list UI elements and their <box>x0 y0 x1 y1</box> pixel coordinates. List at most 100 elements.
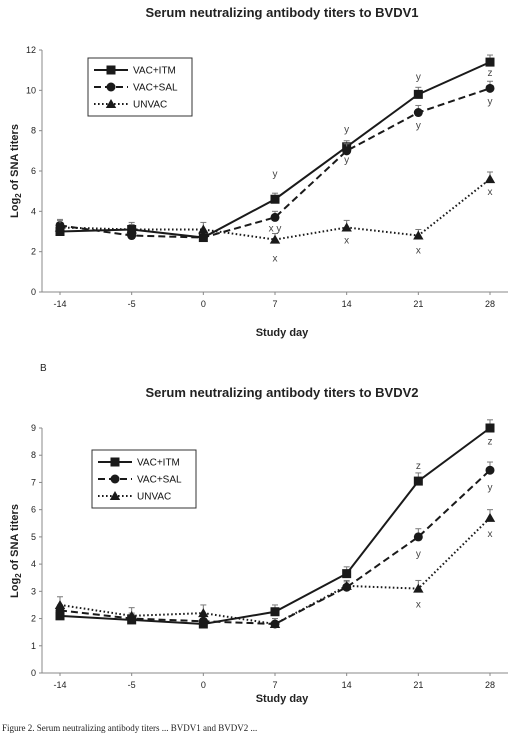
significance-letter: x <box>273 254 278 265</box>
data-point <box>413 583 424 593</box>
data-point <box>484 512 496 522</box>
data-point <box>198 224 209 234</box>
x-tick-label: 28 <box>485 680 495 690</box>
significance-letter: y <box>416 549 421 560</box>
data-point <box>341 580 352 590</box>
x-tick-label: 7 <box>272 680 277 690</box>
plot-area: 0 2 4 6 8 10 12 -14 -5 0 7 14 21 28 y x y x y y x y y x z y x VAC+… <box>26 45 508 309</box>
data-point <box>413 476 423 486</box>
y-tick-label: 6 <box>31 166 36 176</box>
data-point <box>342 569 352 579</box>
y-tick-label: 10 <box>26 85 36 95</box>
data-point <box>54 599 66 609</box>
chart-panel-bvdv1: Serum neutralizing antibody titers to BV… <box>9 5 508 339</box>
data-point <box>485 83 495 93</box>
data-point <box>485 57 495 67</box>
y-tick-label: 4 <box>31 559 36 569</box>
series-unvac <box>54 171 496 244</box>
significance-letter: y <box>416 72 421 83</box>
x-axis-label: Study day <box>256 693 309 705</box>
data-point <box>413 532 423 542</box>
y-axis-label-log: Log <box>9 578 21 598</box>
y-tick-label: 7 <box>31 477 36 487</box>
x-tick-label: 0 <box>201 299 206 309</box>
significance-letter: z <box>488 68 493 79</box>
significance-letter: y <box>344 155 349 166</box>
legend-label: VAC+SAL <box>133 83 178 94</box>
significance-letter: y <box>488 96 493 107</box>
y-tick-label: 2 <box>31 247 36 257</box>
y-tick-label: 6 <box>31 505 36 515</box>
legend-marker <box>110 474 120 484</box>
data-point <box>270 212 280 222</box>
data-point <box>485 465 495 475</box>
data-point <box>413 230 424 240</box>
data-point <box>485 423 495 433</box>
x-axis-label: Study day <box>256 327 309 339</box>
y-axis-label-log: Log <box>9 198 21 218</box>
data-point <box>270 607 280 617</box>
x-tick-label: 21 <box>413 299 423 309</box>
y-axis-label: Log2 of SNA titers <box>9 504 23 598</box>
data-point <box>126 610 137 620</box>
y-axis-label: Log2 of SNA titers <box>9 124 23 218</box>
y-tick-label: 12 <box>26 45 36 55</box>
y-tick-label: 3 <box>31 586 36 596</box>
y-axis-label-sub: 2 <box>14 193 23 198</box>
significance-letter: x <box>416 600 421 611</box>
significance-letter: x <box>488 529 493 540</box>
y-tick-label: 2 <box>31 614 36 624</box>
data-point <box>126 224 137 234</box>
y-tick-label: 0 <box>31 668 36 678</box>
data-point <box>270 194 280 204</box>
data-point <box>55 611 65 621</box>
y-tick-label: 9 <box>31 423 36 433</box>
significance-letter: x <box>344 236 349 247</box>
y-tick-label: 0 <box>31 287 36 297</box>
legend-box <box>91 449 197 509</box>
chart-title: Serum neutralizing antibody titers to BV… <box>145 5 418 20</box>
significance-letter: y <box>488 483 493 494</box>
panel-letter: B <box>40 363 47 374</box>
x-tick-label: 7 <box>272 299 277 309</box>
legend-marker <box>109 491 121 500</box>
y-axis-label-rest: of SNA titers <box>9 504 21 573</box>
x-tick-label: -5 <box>128 680 136 690</box>
legend-label: VAC+SAL <box>137 475 182 486</box>
x-tick-label: 28 <box>485 299 495 309</box>
data-point <box>55 227 65 236</box>
y-tick-label: 1 <box>31 641 36 651</box>
legend-marker <box>106 82 116 92</box>
significance-letter: y <box>273 169 278 180</box>
data-point <box>342 146 352 156</box>
data-point <box>413 108 423 118</box>
legend-label: VAC+ITM <box>133 66 176 77</box>
significance-letter: y <box>416 121 421 132</box>
chart-title: Serum neutralizing antibody titers to BV… <box>145 385 418 400</box>
y-axis-label-rest: of SNA titers <box>9 124 21 193</box>
legend-label: VAC+ITM <box>137 458 180 469</box>
series-unvac <box>54 509 496 628</box>
data-point <box>341 222 352 232</box>
legend-label: UNVAC <box>133 100 167 111</box>
legend-marker <box>106 65 116 75</box>
significance-letter: y <box>344 125 349 136</box>
chart-panel-bvdv2: B Serum neutralizing antibody titers to … <box>9 363 508 705</box>
legend: VAC+ITM VAC+SAL UNVAC <box>87 57 193 117</box>
x-tick-label: 14 <box>342 680 352 690</box>
data-point <box>269 234 281 244</box>
significance-letter: z <box>488 436 493 447</box>
legend-marker <box>105 99 117 108</box>
data-point <box>198 616 208 626</box>
y-tick-label: 8 <box>31 126 36 136</box>
x-tick-label: 0 <box>201 680 206 690</box>
data-point <box>198 608 209 618</box>
significance-letter: x y <box>269 223 282 234</box>
significance-letter: z <box>416 461 421 472</box>
y-tick-label: 5 <box>31 532 36 542</box>
data-point <box>198 233 208 243</box>
x-tick-label: -14 <box>53 680 66 690</box>
y-tick-label: 8 <box>31 450 36 460</box>
